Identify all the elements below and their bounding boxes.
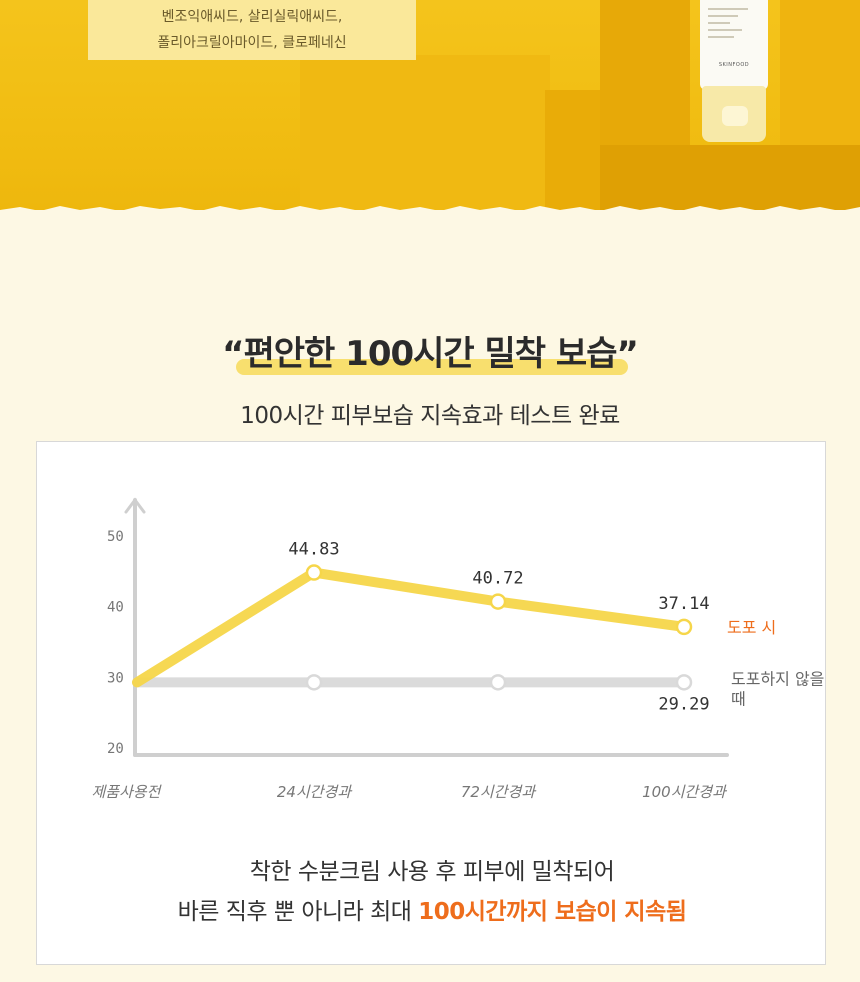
headline-section: “편안한 100시간 밀착 보습”	[0, 326, 860, 375]
series-legend-label: 도포 시	[727, 618, 776, 637]
y-tick-label: 50	[107, 529, 124, 545]
data-label: 29.29	[658, 694, 709, 714]
banner-shape	[300, 55, 550, 210]
x-tick-label: 24시간경과	[277, 783, 352, 801]
headline-highlight	[236, 359, 628, 375]
series-legend-label: 때	[731, 689, 746, 708]
torn-paper-edge	[0, 206, 860, 218]
ingredient-line: 폴리아크릴아마이드, 클로페네신	[157, 35, 347, 51]
tube-cap	[702, 86, 766, 142]
data-point	[305, 674, 323, 691]
y-axis-arrow	[124, 497, 146, 514]
x-tick-label: 72시간경과	[461, 783, 536, 801]
subheadline: 100시간 피부보습 지속효과 테스트 완료	[240, 403, 620, 429]
data-point	[305, 564, 323, 581]
x-tick-label: 100시간경과	[642, 783, 727, 801]
banner-shape	[545, 90, 605, 210]
data-point	[489, 674, 507, 691]
tube-body: SKINFOOD	[700, 0, 768, 90]
series-legend-label: 도포하지 않을	[731, 669, 824, 688]
headline-text: “편안한 100시간 밀착 보습”	[222, 334, 639, 374]
y-tick-label: 40	[107, 600, 124, 616]
tube-brand-logo: SKINFOOD	[718, 62, 750, 68]
data-label: 40.72	[472, 569, 523, 589]
tube-label-text	[708, 8, 748, 43]
data-point	[675, 618, 693, 636]
series-line	[132, 567, 689, 688]
banner-shape	[600, 0, 690, 150]
banner-shape	[780, 0, 860, 150]
caption-text: 바른 직후 뿐 아니라 최대	[177, 899, 419, 925]
data-label: 44.83	[288, 540, 339, 560]
data-point	[675, 674, 693, 691]
product-banner: 벤조익애씨드, 살리실릭애씨드, 폴리아크릴아마이드, 클로페네신 SKINFO…	[0, 0, 860, 210]
ingredient-list: 벤조익애씨드, 살리실릭애씨드, 폴리아크릴아마이드, 클로페네신	[88, 0, 416, 60]
ingredient-line: 벤조익애씨드, 살리실릭애씨드,	[161, 9, 343, 25]
caption-accent: 100시간까지 보습이 지속됨	[418, 899, 687, 925]
data-point	[489, 593, 507, 610]
moisture-line-chart: 20 30 40 50 제품사용전 24시간경과 72시간경과 100시간경과 29.29 도포하…	[91, 497, 824, 801]
y-tick-label: 20	[107, 741, 124, 757]
headline: “편안한 100시간 밀착 보습”	[222, 326, 639, 375]
data-label: 37.14	[658, 594, 709, 614]
chart-card: 20 30 40 50 제품사용전 24시간경과 72시간경과 100시간경과 29.29 도포하…	[36, 441, 826, 965]
product-tube-image: SKINFOOD	[700, 0, 768, 145]
banner-shape	[600, 145, 860, 210]
caption-line-1: 착한 수분크림 사용 후 피부에 밀착되어	[249, 859, 615, 885]
y-tick-label: 30	[107, 670, 124, 686]
x-tick-label: 제품사용전	[91, 783, 162, 801]
caption-line-2: 바른 직후 뿐 아니라 최대 100시간까지 보습이 지속됨	[37, 892, 827, 926]
